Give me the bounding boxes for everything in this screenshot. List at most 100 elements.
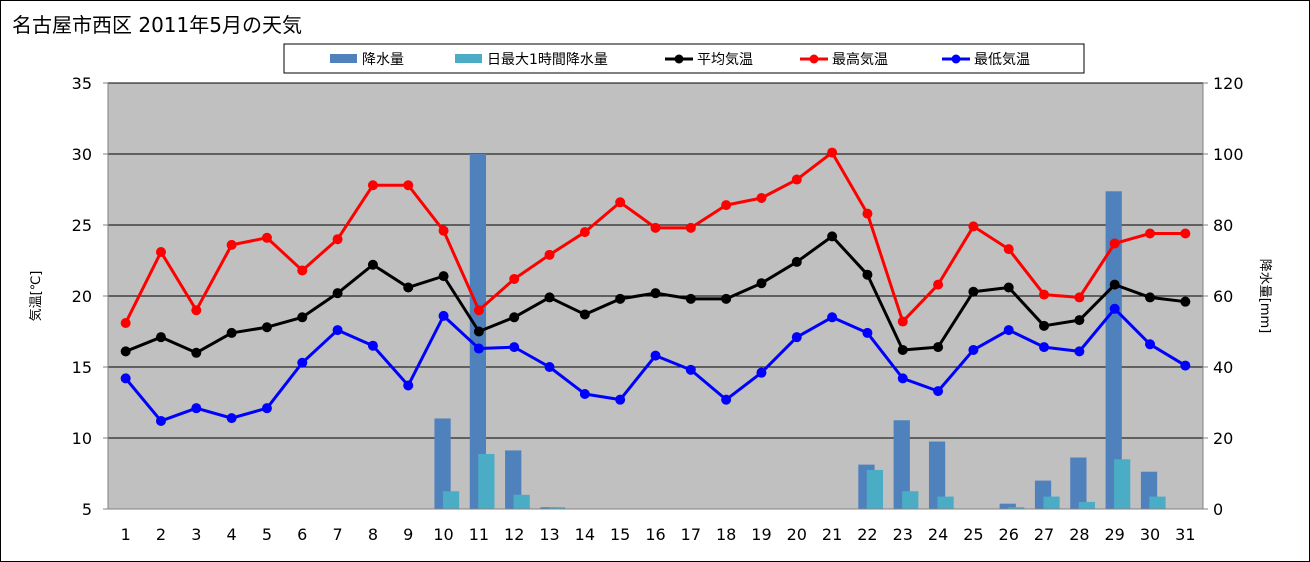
point-min-28 <box>1074 346 1085 357</box>
bar-max-hourly-22 <box>866 469 884 509</box>
point-max-28 <box>1074 292 1085 303</box>
point-min-21 <box>827 312 838 323</box>
y-right-tick-label: 100 <box>1213 145 1244 164</box>
point-avg-14 <box>579 309 590 320</box>
point-max-27 <box>1039 289 1050 300</box>
point-avg-29 <box>1109 279 1120 290</box>
x-tick-label-27: 27 <box>1034 525 1054 544</box>
point-max-12 <box>509 273 520 284</box>
bar-precip-26 <box>999 503 1016 509</box>
x-tick-label-17: 17 <box>681 525 701 544</box>
bar-series-group <box>434 154 1166 509</box>
point-min-1 <box>120 373 131 384</box>
point-min-12 <box>509 342 520 353</box>
point-max-1 <box>120 317 131 328</box>
point-max-3 <box>191 305 202 316</box>
point-avg-19 <box>756 278 767 289</box>
x-tick-label-8: 8 <box>368 525 378 544</box>
point-min-14 <box>579 388 590 399</box>
point-min-9 <box>403 380 414 391</box>
point-avg-25 <box>968 286 979 297</box>
point-max-21 <box>827 147 838 158</box>
x-tick-label-3: 3 <box>191 525 201 544</box>
point-min-18 <box>721 394 732 405</box>
point-max-22 <box>862 208 873 219</box>
point-max-30 <box>1145 228 1156 239</box>
legend-label-4: 最低気温 <box>974 52 1030 68</box>
point-min-31 <box>1180 360 1191 371</box>
bar-precip-12 <box>505 450 522 509</box>
point-avg-6 <box>297 312 308 323</box>
point-max-16 <box>650 222 661 233</box>
x-tick-label-29: 29 <box>1105 525 1125 544</box>
x-tick-label-31: 31 <box>1175 525 1195 544</box>
point-max-19 <box>756 193 767 204</box>
point-min-26 <box>1003 325 1014 336</box>
point-max-7 <box>332 234 343 245</box>
y-left-tick-label: 35 <box>72 74 92 93</box>
x-tick-label-16: 16 <box>645 525 665 544</box>
point-min-23 <box>897 373 908 384</box>
point-min-4 <box>226 413 237 424</box>
bar-precip-13 <box>540 507 557 509</box>
bar-max-hourly-23 <box>902 491 919 509</box>
point-avg-5 <box>261 322 272 333</box>
point-max-24 <box>933 279 944 290</box>
legend-label-1: 日最大1時間降水量 <box>487 52 608 68</box>
x-tick-label-28: 28 <box>1069 525 1089 544</box>
legend-swatch-1 <box>455 54 482 63</box>
y-left-tick-label: 20 <box>72 287 92 306</box>
x-tick-label-10: 10 <box>433 525 453 544</box>
legend-marker-4 <box>951 54 961 64</box>
point-avg-10 <box>438 271 449 282</box>
point-min-30 <box>1145 339 1156 350</box>
x-tick-label-1: 1 <box>121 525 131 544</box>
x-tick-label-20: 20 <box>787 525 807 544</box>
point-min-15 <box>615 394 626 405</box>
y-left-tick-label: 25 <box>72 216 92 235</box>
point-avg-21 <box>827 231 838 242</box>
x-tick-label-4: 4 <box>227 525 237 544</box>
point-max-8 <box>367 180 378 191</box>
x-tick-label-15: 15 <box>610 525 630 544</box>
point-min-24 <box>933 386 944 397</box>
legend-swatch-0 <box>330 54 357 63</box>
point-avg-27 <box>1039 320 1050 331</box>
point-max-6 <box>297 265 308 276</box>
point-max-26 <box>1003 244 1014 255</box>
bar-precip-28 <box>1070 457 1087 509</box>
point-min-20 <box>791 332 802 343</box>
x-tick-label-21: 21 <box>822 525 842 544</box>
line-series-group <box>120 147 1191 426</box>
legend-label-3: 最高気温 <box>832 51 888 68</box>
y-right-tick-label: 0 <box>1213 500 1223 519</box>
point-avg-16 <box>650 288 661 299</box>
point-avg-2 <box>155 332 166 343</box>
point-avg-9 <box>403 282 414 293</box>
x-tick-label-13: 13 <box>539 525 559 544</box>
point-min-5 <box>261 403 272 414</box>
point-max-13 <box>544 249 555 260</box>
point-avg-15 <box>615 293 626 304</box>
bar-max-hourly-11 <box>478 453 495 509</box>
point-min-25 <box>968 344 979 355</box>
point-avg-26 <box>1003 282 1014 293</box>
point-max-10 <box>438 225 449 236</box>
point-min-22 <box>862 327 873 338</box>
x-tick-label-11: 11 <box>469 525 489 544</box>
y-right-tick-label: 20 <box>1213 429 1233 448</box>
x-tick-label-30: 30 <box>1140 525 1160 544</box>
legend-label-0: 降水量 <box>362 52 404 68</box>
bar-precip-24 <box>928 441 946 509</box>
x-tick-label-24: 24 <box>928 525 948 544</box>
point-avg-28 <box>1074 315 1085 326</box>
y-left-tick-label: 15 <box>72 358 92 377</box>
x-tick-label-22: 22 <box>857 525 877 544</box>
y-right-tick-label: 80 <box>1213 216 1233 235</box>
x-tick-label-18: 18 <box>716 525 736 544</box>
x-tick-label-19: 19 <box>751 525 771 544</box>
point-avg-7 <box>332 288 343 299</box>
legend: 降水量 日最大1時間降水量 平均気温 最高気温 最低気温 <box>283 43 1085 74</box>
y-right-tick-label: 60 <box>1213 287 1233 306</box>
